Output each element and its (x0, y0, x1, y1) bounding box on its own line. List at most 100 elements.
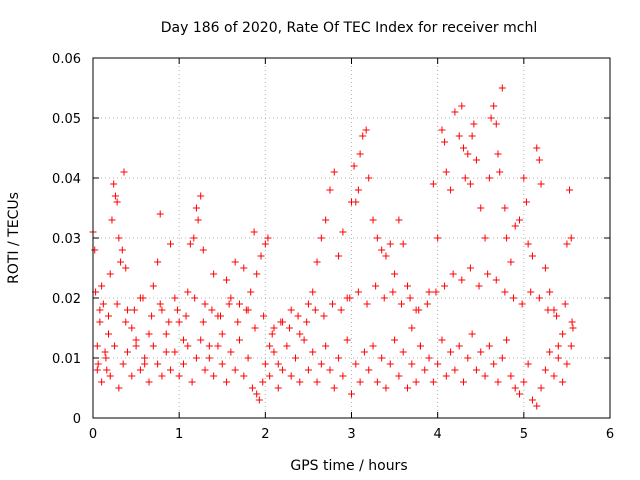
data-point (130, 306, 138, 314)
data-point (346, 294, 354, 302)
x-tick-label: 5 (520, 427, 528, 442)
data-point (266, 342, 274, 350)
data-point (250, 228, 258, 236)
data-point (105, 330, 113, 338)
data-point (553, 312, 561, 320)
data-point (434, 234, 442, 242)
data-point (149, 342, 157, 350)
data-point (511, 384, 519, 392)
data-point (188, 378, 196, 386)
data-point (466, 180, 474, 188)
data-point (93, 342, 101, 350)
y-tick-label: 0.03 (52, 232, 81, 247)
data-point (507, 372, 515, 380)
data-point (395, 372, 403, 380)
data-point (356, 378, 364, 386)
data-point (451, 108, 459, 116)
data-point (182, 312, 190, 320)
data-point (158, 306, 166, 314)
data-point (154, 360, 162, 368)
data-point (266, 372, 274, 380)
grid-lines (93, 58, 610, 418)
data-point (91, 246, 99, 254)
data-point (399, 348, 407, 356)
data-point (210, 270, 218, 278)
data-point (199, 318, 207, 326)
x-tick-label: 4 (434, 427, 442, 442)
data-point (175, 318, 183, 326)
data-point (524, 360, 532, 368)
data-point (132, 336, 140, 344)
data-point (438, 336, 446, 344)
data-point (339, 372, 347, 380)
data-point (356, 150, 364, 158)
data-point (105, 312, 113, 320)
data-point (208, 306, 216, 314)
data-point (136, 366, 144, 374)
data-point (423, 300, 431, 308)
data-point (118, 246, 126, 254)
data-point (568, 318, 576, 326)
data-point (96, 318, 104, 326)
data-point (516, 390, 524, 398)
data-point (235, 300, 243, 308)
data-point (259, 378, 267, 386)
data-point (102, 354, 110, 362)
data-point (441, 282, 449, 290)
data-point (214, 342, 222, 350)
data-point (190, 234, 198, 242)
data-point (217, 312, 225, 320)
data-point (277, 318, 285, 326)
data-point (313, 258, 321, 266)
x-tick-label: 0 (89, 427, 97, 442)
data-point (537, 384, 545, 392)
data-point (179, 360, 187, 368)
data-point (567, 342, 575, 350)
data-point (287, 306, 295, 314)
data-point (128, 324, 136, 332)
data-point (412, 378, 420, 386)
data-point (429, 378, 437, 386)
data-point (554, 342, 562, 350)
data-point (546, 288, 554, 296)
data-point (528, 396, 536, 404)
data-point (106, 270, 114, 278)
data-point (261, 240, 269, 248)
data-point (470, 120, 478, 128)
data-point (311, 306, 319, 314)
data-point (93, 366, 101, 374)
data-point (123, 306, 131, 314)
data-point (541, 264, 549, 272)
data-point (257, 252, 265, 260)
data-point (416, 342, 424, 350)
data-point (524, 240, 532, 248)
data-point (475, 282, 483, 290)
data-point (485, 342, 493, 350)
data-point (162, 348, 170, 356)
data-point (192, 354, 200, 362)
data-point (227, 294, 235, 302)
data-point (421, 366, 429, 374)
data-point (350, 162, 358, 170)
data-point (184, 342, 192, 350)
data-point (251, 324, 259, 332)
data-point (369, 342, 377, 350)
data-point (397, 300, 405, 308)
data-point (447, 348, 455, 356)
data-point (546, 348, 554, 356)
data-point (537, 180, 545, 188)
data-point (253, 270, 261, 278)
data-point (494, 150, 502, 158)
data-point (550, 372, 558, 380)
data-point (487, 114, 495, 122)
data-point (309, 348, 317, 356)
data-point (464, 150, 472, 158)
data-point (158, 372, 166, 380)
axis-ticks (92, 57, 611, 419)
data-point (352, 360, 360, 368)
data-point (378, 354, 386, 362)
data-point (231, 366, 239, 374)
data-point (399, 240, 407, 248)
data-point (247, 288, 255, 296)
data-point (550, 306, 558, 314)
